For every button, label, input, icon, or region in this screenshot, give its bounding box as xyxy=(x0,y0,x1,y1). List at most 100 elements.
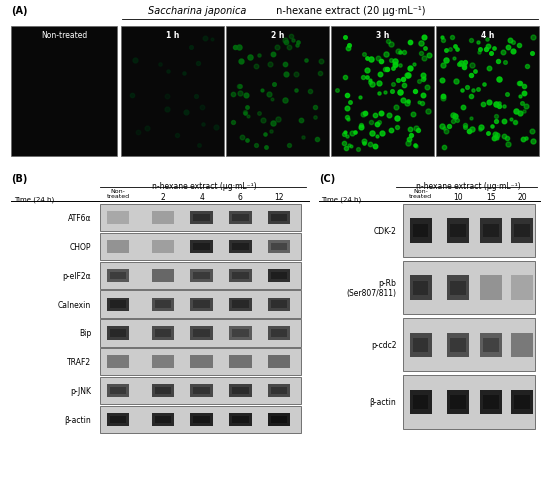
Point xyxy=(419,76,427,83)
Point xyxy=(529,34,537,41)
Point xyxy=(522,103,531,111)
Text: n-hexane extract (20 μg·mL⁻¹): n-hexane extract (20 μg·mL⁻¹) xyxy=(272,6,425,17)
Bar xyxy=(107,356,129,368)
Bar xyxy=(229,327,252,340)
Bar xyxy=(413,224,428,238)
Point xyxy=(403,98,412,105)
Point xyxy=(297,117,306,125)
Point xyxy=(493,135,501,143)
Point xyxy=(420,55,428,62)
Point xyxy=(243,113,252,121)
Point xyxy=(475,45,484,53)
Point xyxy=(374,90,383,98)
Bar xyxy=(229,356,252,368)
Point xyxy=(523,63,532,71)
Bar xyxy=(155,329,171,337)
Bar xyxy=(193,416,210,423)
Point xyxy=(522,135,531,143)
Point xyxy=(439,37,447,45)
Point xyxy=(317,59,325,66)
Point xyxy=(387,126,396,134)
Point xyxy=(281,97,289,104)
Bar xyxy=(110,387,126,394)
Bar xyxy=(190,241,213,253)
Point xyxy=(192,93,201,101)
Bar xyxy=(152,298,174,311)
Bar xyxy=(110,272,126,280)
Point xyxy=(393,48,402,56)
Point xyxy=(382,50,390,58)
Text: ATF6α: ATF6α xyxy=(68,214,92,223)
Point xyxy=(367,56,376,64)
Point xyxy=(231,44,239,52)
Point xyxy=(387,88,396,96)
Point xyxy=(410,142,419,150)
Point xyxy=(195,142,203,149)
Point xyxy=(458,104,467,112)
Text: Time (24 h): Time (24 h) xyxy=(322,196,362,203)
Bar xyxy=(229,298,252,311)
Text: n-hexane extract (μg·mL⁻¹): n-hexane extract (μg·mL⁻¹) xyxy=(416,182,520,190)
Point xyxy=(162,106,171,114)
Point xyxy=(193,60,202,67)
Bar xyxy=(11,26,117,157)
Point xyxy=(348,130,356,138)
Bar xyxy=(268,241,290,253)
Point xyxy=(312,136,321,143)
Point xyxy=(316,69,324,77)
Point xyxy=(514,42,523,50)
Point xyxy=(358,110,367,118)
Text: n-hexane extract (μg·mL⁻¹): n-hexane extract (μg·mL⁻¹) xyxy=(152,182,257,190)
Point xyxy=(511,119,519,126)
Point xyxy=(494,100,503,107)
Point xyxy=(287,33,295,41)
Point xyxy=(272,44,281,52)
Point xyxy=(441,127,450,135)
Bar xyxy=(100,377,301,405)
Bar xyxy=(232,301,249,308)
Bar xyxy=(193,387,210,394)
Point xyxy=(394,77,403,84)
Point xyxy=(492,102,500,109)
Point xyxy=(474,86,482,94)
Point xyxy=(498,49,507,57)
Point xyxy=(462,84,471,92)
Point xyxy=(419,72,427,80)
Point xyxy=(264,91,273,99)
Bar xyxy=(229,385,252,397)
Bar xyxy=(152,269,174,282)
Point xyxy=(501,59,510,67)
Point xyxy=(487,50,495,58)
Text: 12: 12 xyxy=(274,193,284,202)
Bar xyxy=(271,244,287,251)
Text: p-JNK: p-JNK xyxy=(70,386,92,395)
Bar xyxy=(232,387,249,394)
Point xyxy=(243,103,251,111)
Point xyxy=(376,110,385,118)
Bar xyxy=(190,212,213,224)
Text: p-Rb
(Ser807/811): p-Rb (Ser807/811) xyxy=(347,279,396,298)
Point xyxy=(403,72,411,80)
Bar xyxy=(413,281,428,295)
Bar xyxy=(450,395,466,409)
Point xyxy=(344,116,353,123)
Point xyxy=(345,42,354,50)
Point xyxy=(492,113,501,121)
Point xyxy=(455,61,463,69)
Bar xyxy=(410,276,432,300)
Point xyxy=(242,92,251,100)
Point xyxy=(447,34,456,42)
Bar xyxy=(450,281,466,295)
Text: CDK-2: CDK-2 xyxy=(373,226,396,236)
Point xyxy=(423,83,432,91)
Bar xyxy=(271,272,287,280)
Point xyxy=(361,110,370,118)
Point xyxy=(482,36,491,44)
Point xyxy=(374,55,383,62)
Point xyxy=(474,39,482,46)
Bar xyxy=(229,413,252,426)
Point xyxy=(484,43,493,51)
Bar xyxy=(193,301,210,308)
Bar xyxy=(413,395,428,409)
Point xyxy=(293,39,302,47)
